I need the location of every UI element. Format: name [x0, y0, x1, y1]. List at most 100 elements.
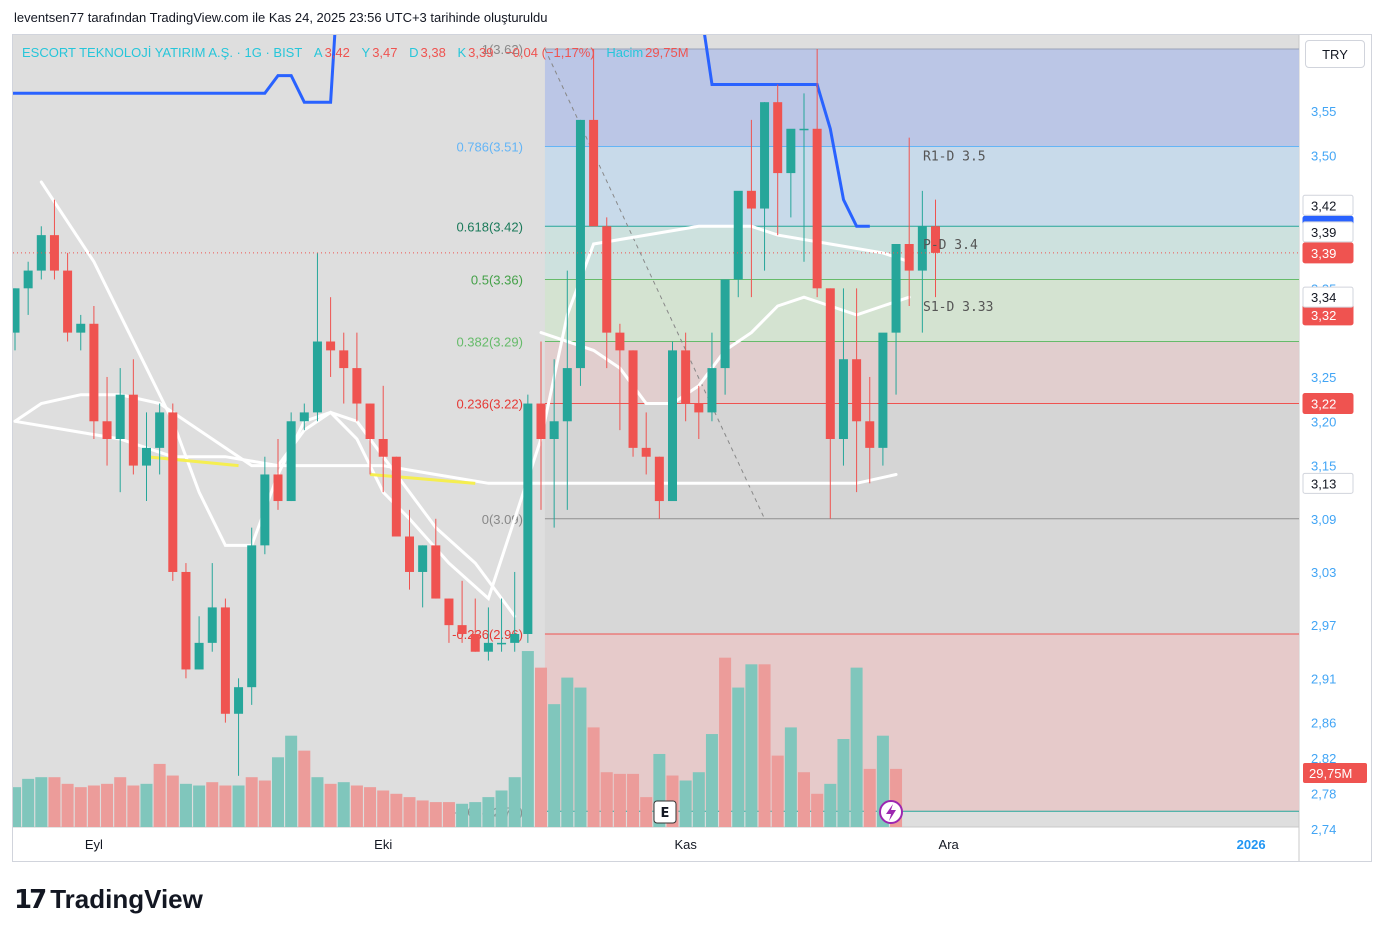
candle-body — [786, 128, 796, 174]
volume-bar — [272, 757, 284, 827]
pivot-label: P-D 3.4 — [923, 238, 978, 253]
candle-body — [668, 350, 677, 502]
volume-bar — [548, 704, 561, 827]
volume-bar — [166, 775, 179, 827]
candle — [391, 456, 401, 537]
symbol-legend: ESCORT TEKNOLOJİ YATIRIM A.Ş. · 1G · BIS… — [22, 45, 691, 60]
price-label: 3,39 — [1302, 242, 1354, 264]
candle — [812, 49, 822, 298]
volume-bar — [613, 773, 626, 827]
candle-body — [483, 642, 493, 652]
volume-bar — [13, 787, 21, 827]
candle — [628, 350, 638, 457]
candle — [142, 412, 151, 502]
candle-body — [391, 456, 401, 537]
price-tick-label: 2,82 — [1311, 751, 1336, 766]
candle-body — [220, 607, 230, 714]
fib-level-label: -0.236(2.96) — [452, 627, 523, 642]
candle-body — [654, 456, 664, 502]
price-label-box — [1302, 393, 1354, 415]
candle-body — [260, 474, 270, 546]
volume-bar — [377, 790, 390, 827]
candle-body — [773, 102, 783, 174]
candle-body — [589, 119, 599, 227]
candle — [260, 456, 270, 555]
candle — [707, 332, 717, 422]
highlight-segment — [369, 472, 476, 485]
candle-body — [234, 687, 244, 714]
candle-body — [352, 368, 362, 404]
volume-bar — [364, 787, 377, 827]
candle — [733, 190, 743, 298]
volume-bar — [456, 803, 469, 827]
price-tick-label: 3,50 — [1311, 148, 1336, 163]
chart-area[interactable]: 1(3.62) 0.786(3.51) 0.618(3.42) 0.5(3.36) 0.… — [12, 34, 1372, 862]
currency-selector[interactable]: TRY — [1305, 40, 1365, 68]
volume-bar — [153, 763, 166, 827]
candle — [49, 199, 59, 280]
candle-body — [865, 421, 875, 448]
volume-bar — [232, 785, 245, 827]
price-label-text: 3,39 — [1311, 246, 1336, 261]
candle — [654, 456, 664, 519]
price-label: 3,32 — [1302, 304, 1354, 326]
volume-bar — [863, 768, 876, 827]
candle — [497, 598, 507, 652]
trend-line — [544, 48, 766, 519]
candle-body — [746, 190, 756, 209]
candle-body — [931, 226, 940, 253]
volume-label-text: 29,75M — [1309, 766, 1352, 781]
lightning-icon-glyph — [886, 804, 896, 821]
price-label-box — [1302, 194, 1354, 216]
price-tick-label: 3,55 — [1311, 104, 1336, 119]
candle-body — [89, 323, 99, 422]
candle-body — [102, 421, 112, 439]
volume-bar — [179, 783, 192, 827]
fib-level-label: 0.786(3.51) — [456, 140, 523, 155]
volume-bar — [574, 687, 587, 827]
candle — [234, 678, 244, 776]
candle-body — [510, 634, 520, 643]
candle — [405, 509, 414, 590]
price-label: 3,34 — [1302, 286, 1354, 308]
candle — [681, 332, 691, 422]
candle — [917, 190, 927, 333]
time-tick-label: Ara — [939, 837, 960, 852]
price-label: 3,22 — [1302, 393, 1354, 415]
candlestick-chart[interactable]: 1(3.62) 0.786(3.51) 0.618(3.42) 0.5(3.36) 0.… — [13, 35, 1371, 861]
candle-body — [273, 474, 283, 502]
volume-bar — [798, 772, 810, 827]
candle — [286, 412, 296, 502]
tradingview-logo[interactable]: 17 TradingView — [14, 884, 203, 915]
candle — [76, 314, 86, 351]
volume-bar — [495, 790, 508, 827]
candle-body — [878, 332, 888, 448]
candle — [878, 332, 888, 466]
volume-bar — [285, 735, 298, 827]
candle-body — [536, 403, 546, 439]
candle — [418, 545, 428, 608]
candle-body — [194, 642, 204, 670]
volume-bar — [784, 727, 797, 827]
candle — [865, 376, 875, 484]
pivot-label: R1-D 3.5 — [923, 149, 986, 164]
candle-body — [405, 536, 414, 572]
candle — [575, 119, 585, 386]
price-label-text: 3,22 — [1311, 397, 1336, 412]
candle — [89, 306, 99, 439]
volume-bar — [324, 783, 337, 827]
candle — [668, 341, 677, 502]
legend-symbol[interactable]: ESCORT TEKNOLOJİ YATIRIM A.Ş. · 1G · BIS… — [22, 45, 303, 60]
volume-bar — [350, 785, 363, 827]
volume-bar — [337, 782, 350, 827]
price-label-box — [1302, 242, 1354, 264]
tradingview-wordmark: TradingView — [50, 884, 203, 914]
candle — [510, 571, 520, 652]
volume-bar — [587, 727, 600, 827]
price-label-box — [1302, 221, 1354, 243]
candle-body — [799, 128, 809, 131]
candle-body — [326, 341, 336, 351]
candle — [247, 527, 257, 705]
candle-body — [128, 394, 138, 466]
volume-bar — [745, 664, 758, 827]
